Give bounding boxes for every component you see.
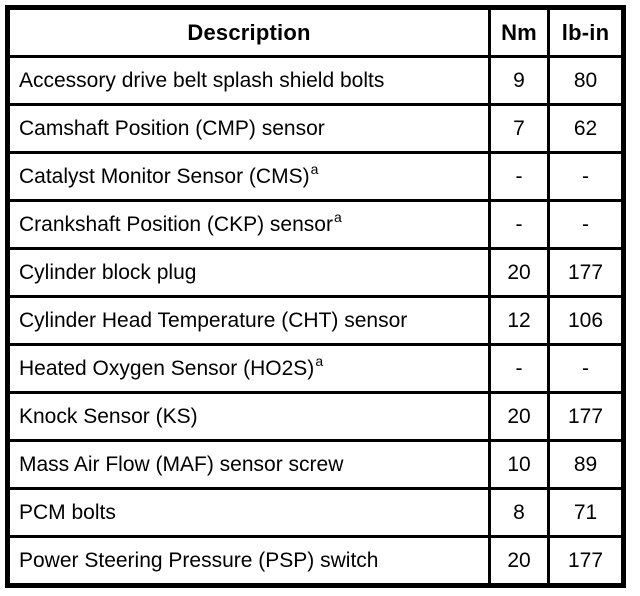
- table-row: Accessory drive belt splash shield bolts…: [6, 55, 625, 106]
- table-row: Power Steering Pressure (PSP) switch 20 …: [6, 535, 625, 587]
- description-cell: Camshaft Position (CMP) sensor: [6, 103, 491, 154]
- lb-in-value-cell: 89: [547, 439, 625, 490]
- description-cell: Power Steering Pressure (PSP) switch: [6, 535, 491, 587]
- lb-in-value-cell: 177: [547, 535, 625, 587]
- torque-spec-table: Description Nm lb-in Accessory drive bel…: [5, 5, 626, 588]
- table-row: Cylinder block plug 20 177: [6, 247, 625, 298]
- description-text: Catalyst Monitor Sensor (CMS): [19, 164, 310, 188]
- description-cell: Heated Oxygen Sensor (HO2S)a: [6, 343, 491, 394]
- lb-in-value-cell: 80: [547, 55, 625, 106]
- description-text: PCM bolts: [19, 500, 116, 524]
- nm-value-cell: 20: [488, 535, 550, 587]
- nm-value-cell: -: [488, 151, 550, 202]
- description-text: Heated Oxygen Sensor (HO2S): [19, 356, 315, 380]
- description-text: Power Steering Pressure (PSP) switch: [19, 548, 379, 572]
- table-row: Catalyst Monitor Sensor (CMS)a - -: [6, 151, 625, 202]
- description-text: Cylinder Head Temperature (CHT) sensor: [19, 308, 408, 332]
- description-text: Crankshaft Position (CKP) sensor: [19, 212, 333, 236]
- nm-value-cell: 20: [488, 247, 550, 298]
- table-header-row: Description Nm lb-in: [6, 6, 625, 58]
- nm-value-cell: 9: [488, 55, 550, 106]
- description-text: Accessory drive belt splash shield bolts: [19, 68, 385, 92]
- column-header-description: Description: [6, 6, 491, 58]
- description-cell: Crankshaft Position (CKP) sensora: [6, 199, 491, 250]
- description-text: Camshaft Position (CMP) sensor: [19, 116, 325, 140]
- nm-value-cell: 20: [488, 391, 550, 442]
- nm-value-cell: 8: [488, 487, 550, 538]
- table-row: Mass Air Flow (MAF) sensor screw 10 89: [6, 439, 625, 490]
- torque-table-body: Accessory drive belt splash shield bolts…: [6, 55, 625, 587]
- nm-value-cell: -: [488, 199, 550, 250]
- description-cell: Knock Sensor (KS): [6, 391, 491, 442]
- lb-in-value-cell: 62: [547, 103, 625, 154]
- description-text: Knock Sensor (KS): [19, 404, 198, 428]
- footnote-marker: a: [310, 160, 319, 177]
- table-row: Crankshaft Position (CKP) sensora - -: [6, 199, 625, 250]
- footnote-marker: a: [333, 208, 342, 225]
- description-cell: Mass Air Flow (MAF) sensor screw: [6, 439, 491, 490]
- nm-value-cell: 10: [488, 439, 550, 490]
- table-row: Camshaft Position (CMP) sensor 7 62: [6, 103, 625, 154]
- lb-in-value-cell: -: [547, 199, 625, 250]
- table-row: Knock Sensor (KS) 20 177: [6, 391, 625, 442]
- table-row: PCM bolts 8 71: [6, 487, 625, 538]
- table-row: Heated Oxygen Sensor (HO2S)a - -: [6, 343, 625, 394]
- column-header-nm: Nm: [488, 6, 550, 58]
- nm-value-cell: 7: [488, 103, 550, 154]
- lb-in-value-cell: 177: [547, 247, 625, 298]
- nm-value-cell: 12: [488, 295, 550, 346]
- description-text: Cylinder block plug: [19, 260, 197, 284]
- lb-in-value-cell: 106: [547, 295, 625, 346]
- lb-in-value-cell: 177: [547, 391, 625, 442]
- table-row: Cylinder Head Temperature (CHT) sensor 1…: [6, 295, 625, 346]
- lb-in-value-cell: -: [547, 151, 625, 202]
- description-text: Mass Air Flow (MAF) sensor screw: [19, 452, 344, 476]
- nm-value-cell: -: [488, 343, 550, 394]
- description-cell: Cylinder block plug: [6, 247, 491, 298]
- description-cell: Catalyst Monitor Sensor (CMS)a: [6, 151, 491, 202]
- description-cell: Cylinder Head Temperature (CHT) sensor: [6, 295, 491, 346]
- description-cell: PCM bolts: [6, 487, 491, 538]
- lb-in-value-cell: 71: [547, 487, 625, 538]
- lb-in-value-cell: -: [547, 343, 625, 394]
- description-cell: Accessory drive belt splash shield bolts: [6, 55, 491, 106]
- footnote-marker: a: [315, 352, 324, 369]
- column-header-lb-in: lb-in: [547, 6, 625, 58]
